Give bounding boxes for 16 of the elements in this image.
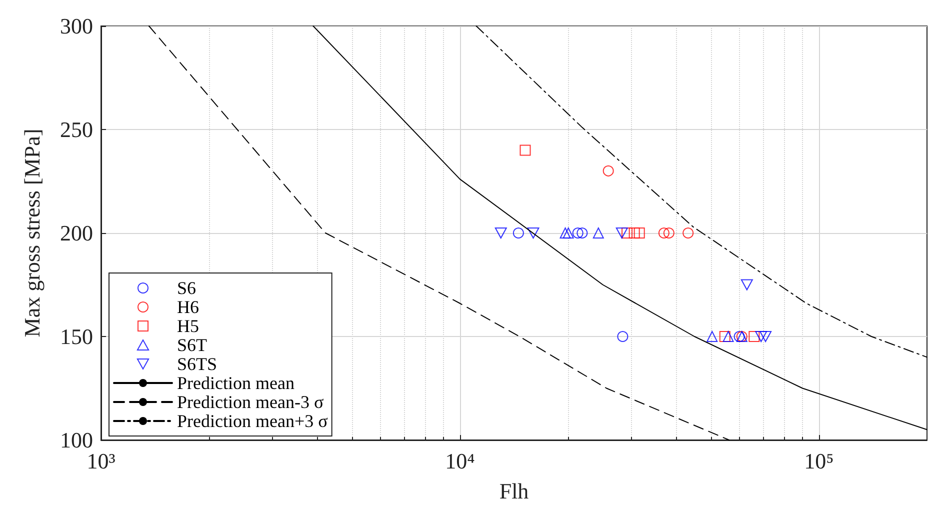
y-tick-label: 200 [60,220,93,246]
legend-label: Prediction mean-3 σ [177,392,324,412]
legend-label: S6T [177,335,208,355]
legend-label: H6 [177,297,199,317]
legend-label: H5 [177,316,199,336]
y-axis-title: Max gross stress [MPa] [20,128,44,338]
y-tick-label: 150 [60,324,93,349]
x-tick-label: 10⁵ [804,448,834,474]
y-tick-label: 300 [60,14,93,38]
legend-label: Prediction mean [177,373,294,393]
legend-label: Prediction mean+3 σ [177,411,328,431]
x-axis-title: Flh [499,478,529,504]
legend-label: S6TS [177,354,218,374]
x-tick-label: 10⁴ [445,448,476,474]
legend-label: S6 [177,278,196,298]
y-tick-label: 250 [60,117,93,142]
